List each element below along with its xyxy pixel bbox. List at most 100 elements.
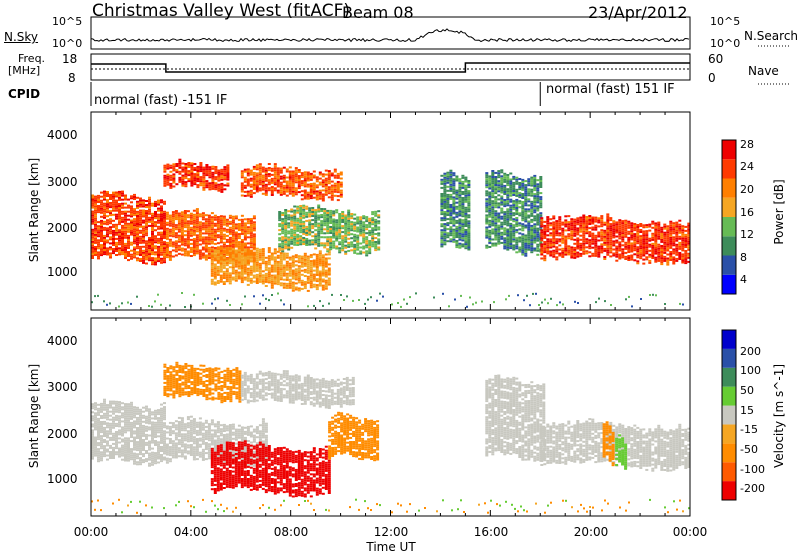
power-cell xyxy=(299,215,303,218)
power-cell xyxy=(278,229,282,232)
power-cell xyxy=(585,250,589,253)
power-cell xyxy=(633,225,637,227)
power-cell xyxy=(573,228,577,231)
power-cell xyxy=(506,180,510,183)
power-cell xyxy=(359,222,363,225)
power-cell xyxy=(323,224,327,227)
power-cell xyxy=(151,202,154,205)
power-cell xyxy=(225,222,229,225)
power-cell xyxy=(130,201,133,204)
power-cell xyxy=(285,188,289,191)
power-cell xyxy=(446,206,450,208)
power-cell xyxy=(273,183,277,186)
power-cell xyxy=(443,186,447,189)
power-cell xyxy=(672,252,676,255)
power-cell xyxy=(299,231,303,234)
power-cell xyxy=(509,188,513,191)
power-cell xyxy=(267,183,271,186)
power-cell xyxy=(521,219,525,222)
power-cell xyxy=(261,180,265,183)
power-cell xyxy=(214,184,218,187)
power-cell xyxy=(500,183,504,186)
power-cell xyxy=(515,182,519,185)
power-cell xyxy=(350,243,354,246)
power-cell xyxy=(177,230,181,233)
power-cell xyxy=(258,270,262,273)
power-cell xyxy=(312,259,316,262)
power-cell xyxy=(642,236,646,239)
power-cell xyxy=(189,222,193,225)
power-cell xyxy=(336,174,340,177)
power-cell xyxy=(296,209,300,212)
power-cell xyxy=(327,188,331,191)
power-cell xyxy=(464,223,468,225)
power-cell xyxy=(552,243,556,246)
power-cell xyxy=(178,166,182,169)
power-cell xyxy=(201,224,205,227)
power-cell xyxy=(160,259,163,262)
power-cell xyxy=(567,235,571,238)
power-cell xyxy=(666,245,670,248)
power-cell xyxy=(142,219,145,222)
power-cell xyxy=(299,221,303,224)
power-cell xyxy=(458,238,462,241)
velocity-cell xyxy=(97,456,100,459)
power-cell xyxy=(190,170,194,173)
power-cell xyxy=(252,233,256,236)
power-cell xyxy=(204,246,208,249)
power-cell xyxy=(576,251,580,254)
power-cell xyxy=(365,246,369,249)
power-cell xyxy=(127,234,130,237)
power-cell xyxy=(308,215,312,218)
power-cell xyxy=(106,209,109,212)
power-cell xyxy=(121,226,124,229)
power-cell xyxy=(139,254,142,256)
power-cell xyxy=(151,212,154,215)
power-cell xyxy=(327,263,331,266)
velocity-cell xyxy=(91,447,94,450)
power-cell xyxy=(536,183,540,186)
power-cell xyxy=(443,176,447,179)
power-cell xyxy=(273,181,277,184)
power-cell xyxy=(201,242,205,245)
power-cell xyxy=(339,193,343,196)
power-cell xyxy=(570,254,574,257)
power-cell xyxy=(281,244,285,247)
power-cell xyxy=(324,253,328,256)
power-cell xyxy=(440,217,444,220)
power-cell xyxy=(270,276,274,279)
power-cell xyxy=(494,200,498,203)
power-cell xyxy=(552,221,556,224)
power-cell xyxy=(234,279,238,282)
power-cell xyxy=(467,184,471,186)
power-cell xyxy=(446,222,450,225)
power-cell xyxy=(291,257,295,260)
power-cell xyxy=(335,235,339,238)
power-cell xyxy=(564,245,568,248)
power-cell xyxy=(172,163,176,166)
power-cell xyxy=(446,203,450,206)
power-cell xyxy=(97,257,100,260)
power-cell xyxy=(672,238,676,241)
power-cell xyxy=(196,165,200,168)
power-cell xyxy=(353,213,357,216)
power-cell xyxy=(530,237,534,239)
noise-left-tick-top: 10^5 xyxy=(52,15,83,28)
power-cell xyxy=(109,212,112,215)
power-cell xyxy=(183,222,187,225)
power-cell xyxy=(536,243,540,246)
power-cell xyxy=(612,224,616,227)
power-cell xyxy=(443,217,447,220)
power-cell xyxy=(309,195,313,197)
power-cell xyxy=(639,239,643,242)
power-cell xyxy=(121,190,124,193)
power-cell xyxy=(91,301,93,304)
power-cell xyxy=(228,226,232,229)
power-cell xyxy=(213,234,217,237)
power-cell xyxy=(564,219,568,222)
velocity-cell xyxy=(100,406,103,409)
power-cell xyxy=(549,234,553,237)
power-cell xyxy=(374,237,378,239)
power-cell xyxy=(226,170,230,173)
power-cell xyxy=(524,214,528,217)
